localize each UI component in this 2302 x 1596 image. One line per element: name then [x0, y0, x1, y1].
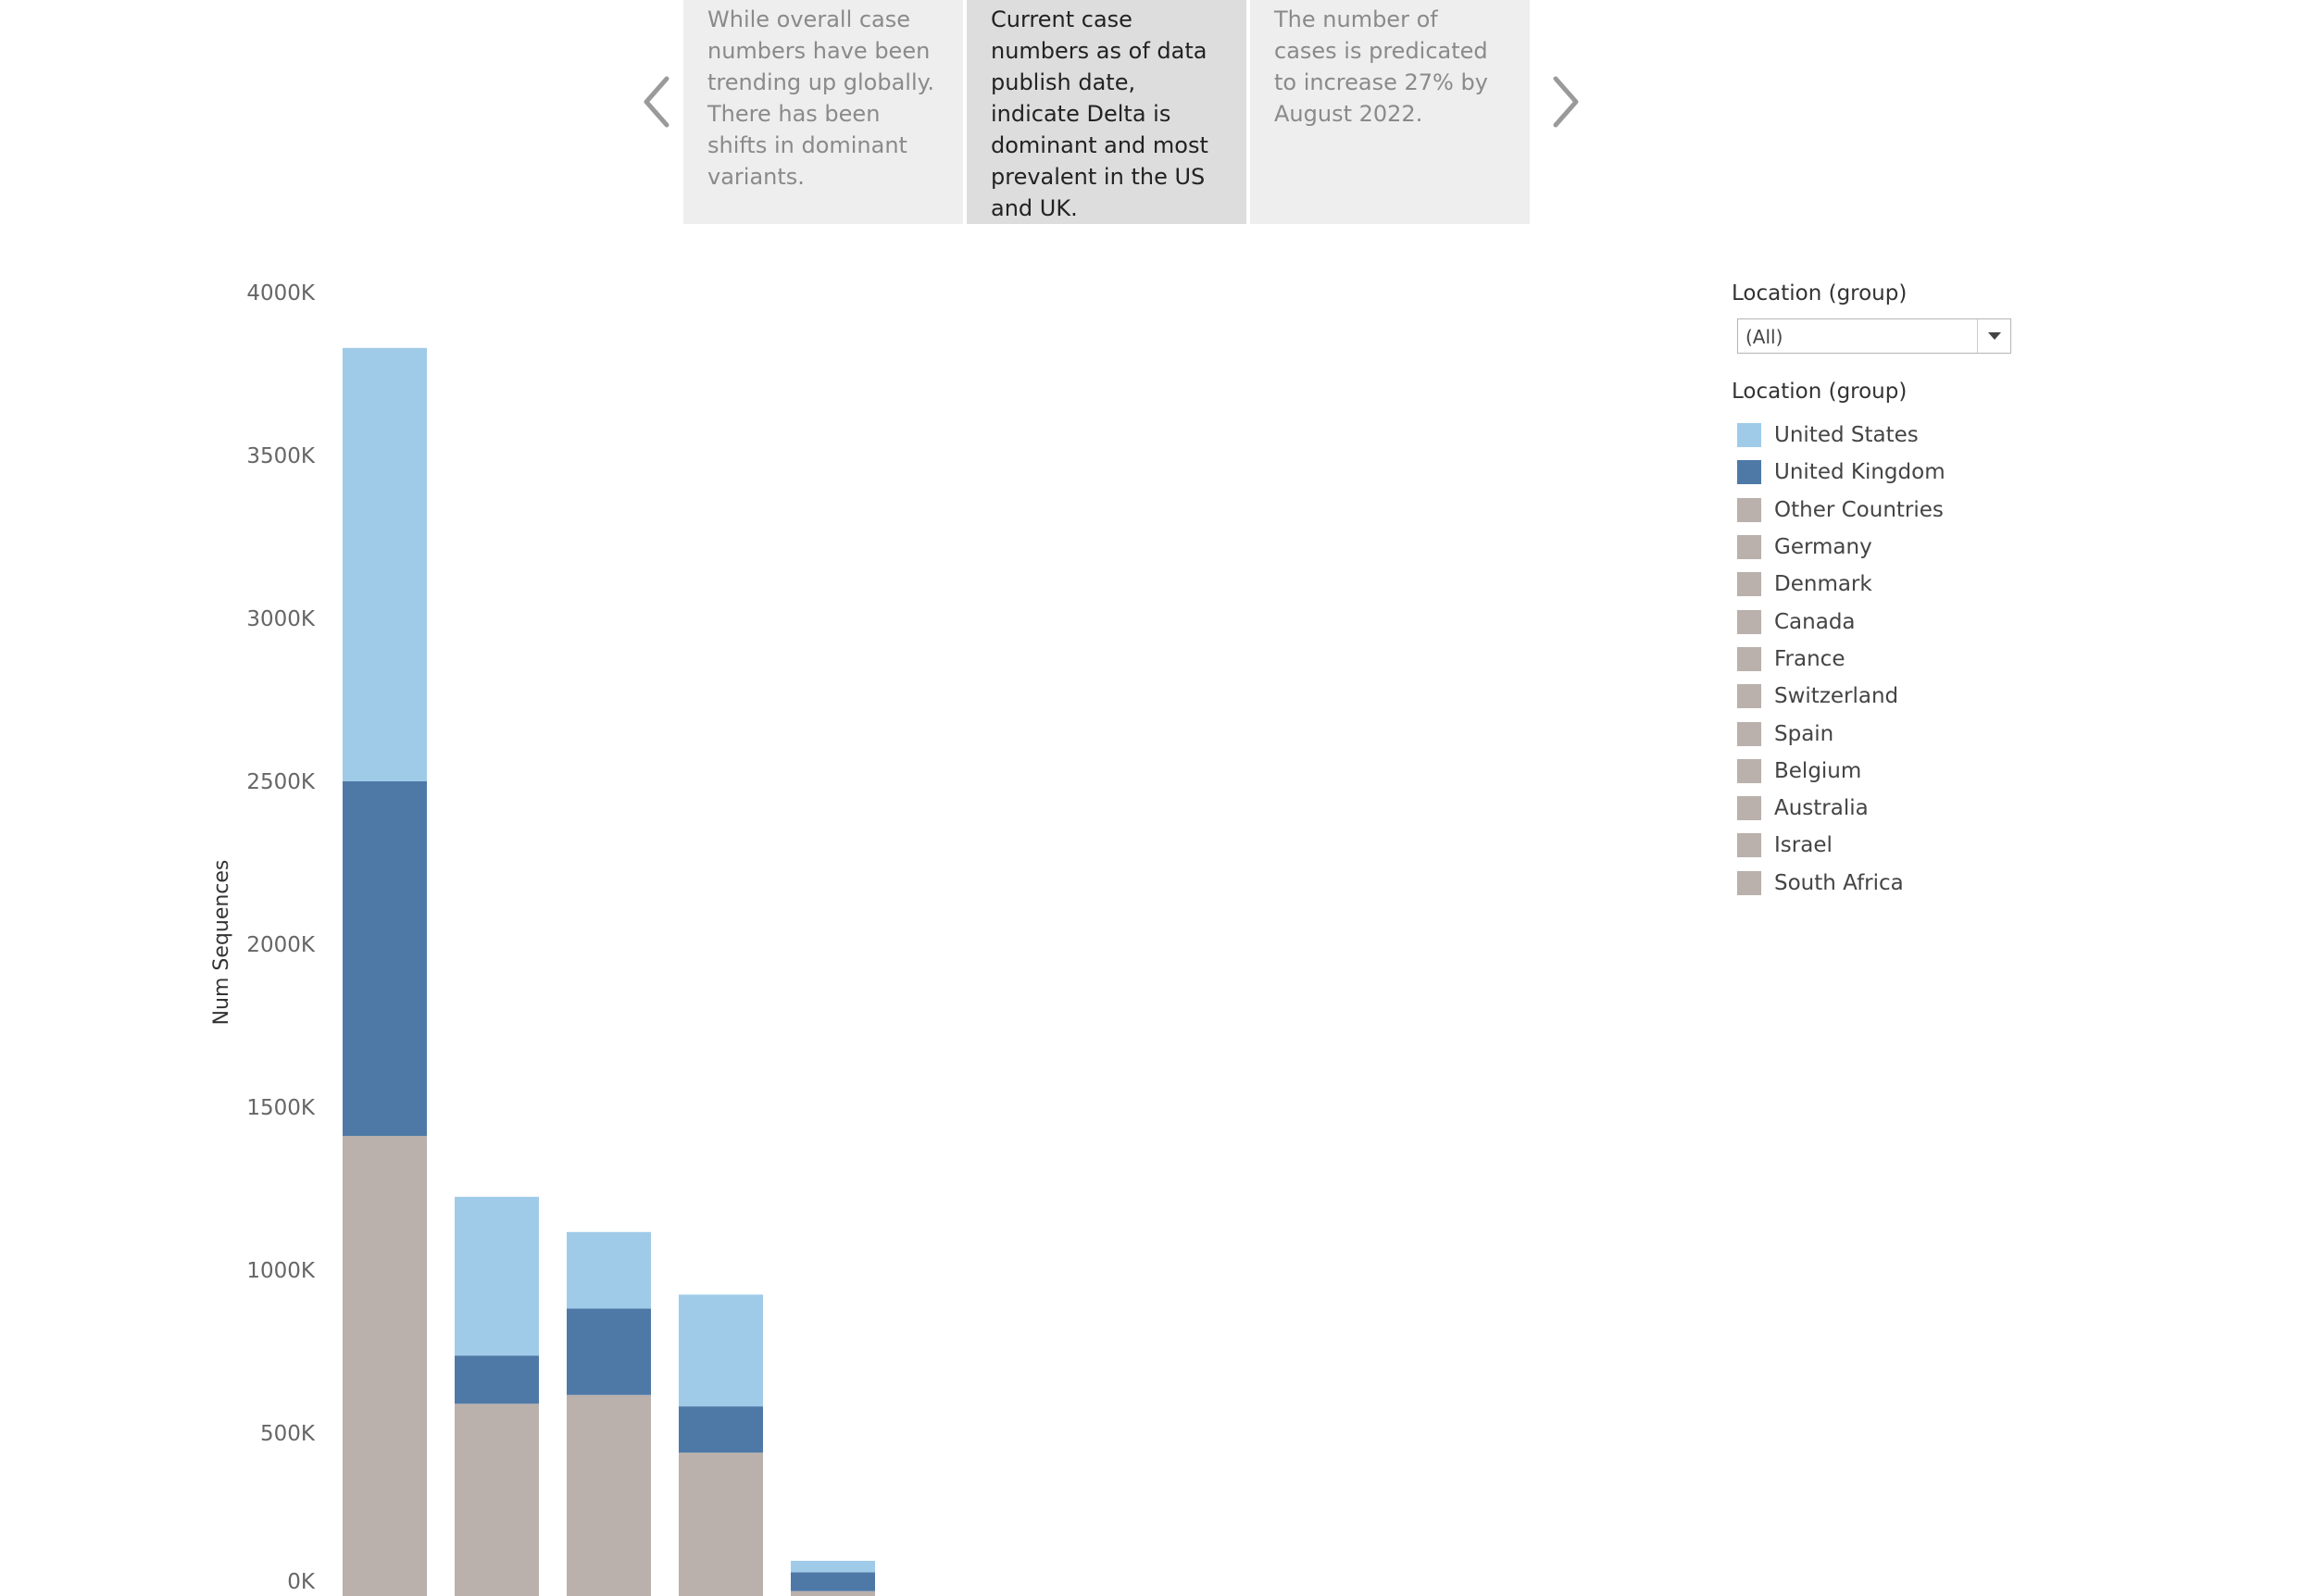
legend-item[interactable]: Denmark — [1732, 566, 2121, 603]
legend-item[interactable]: Switzerland — [1732, 678, 2121, 715]
story-navigator: While overall case numbers have been tre… — [611, 0, 1639, 224]
legend-item[interactable]: Spain — [1732, 715, 2121, 752]
legend-swatch — [1737, 423, 1761, 448]
filter-title: Location (group) — [1732, 281, 1908, 305]
legend-swatch — [1737, 684, 1761, 709]
y-axis-title: Num Sequences — [210, 860, 233, 1026]
legend-label: United Kingdom — [1774, 460, 1945, 485]
bar-segment[interactable] — [791, 1590, 875, 1596]
y-tick-label: 2000K — [246, 933, 316, 957]
legend-label: Canada — [1774, 609, 1856, 634]
chevron-down-icon — [1988, 332, 2001, 340]
y-tick-label: 3500K — [246, 444, 316, 468]
legend-swatch — [1737, 497, 1761, 522]
legend-item[interactable]: Australia — [1732, 790, 2121, 827]
legend-label: United States — [1774, 423, 1919, 448]
legend-swatch — [1737, 572, 1761, 597]
legend-swatch — [1737, 796, 1761, 821]
y-tick-label: 3000K — [246, 607, 316, 631]
legend-item[interactable]: United States — [1732, 417, 2121, 454]
legend-item[interactable]: Israel — [1732, 827, 2121, 864]
location-filter-dropdown[interactable]: (All) — [1737, 318, 2011, 354]
bar-segment[interactable] — [791, 1572, 875, 1591]
legend-item[interactable]: France — [1732, 641, 2121, 678]
chevron-right-icon — [1553, 76, 1579, 128]
filter-dropdown-button[interactable] — [1977, 319, 2010, 353]
legend-swatch — [1737, 460, 1761, 485]
bar-segment[interactable] — [679, 1406, 763, 1453]
y-axis: 0K 500K 1000K 1500K 2000K 2500K 3000K 3500K 4000… — [246, 281, 316, 1594]
legend-swatch — [1737, 721, 1761, 746]
chevron-left-icon — [644, 76, 669, 128]
legend-item[interactable]: United Kingdom — [1732, 454, 2121, 491]
legend-item[interactable]: South Africa — [1732, 865, 2121, 902]
y-tick-label: 500K — [260, 1422, 316, 1446]
legend-label: Australia — [1774, 796, 1869, 821]
bars — [343, 347, 875, 1596]
legend-label: Denmark — [1774, 572, 1872, 597]
legend-swatch — [1737, 609, 1761, 634]
legend-label: Israel — [1774, 833, 1833, 858]
legend-label: France — [1774, 646, 1845, 671]
legend-label: Spain — [1774, 721, 1834, 746]
side-panel: Location (group) (All) Location (group) … — [1732, 280, 2121, 902]
story-point-2-text: Current case numbers as of data publish … — [991, 6, 1208, 221]
bar-segment[interactable] — [455, 1196, 539, 1356]
story-point-2[interactable]: Current case numbers as of data publish … — [967, 0, 1246, 224]
bar-segment[interactable] — [343, 781, 427, 1136]
legend-swatch — [1737, 833, 1761, 858]
legend-item[interactable]: Canada — [1732, 603, 2121, 640]
legend-item[interactable]: Germany — [1732, 529, 2121, 566]
story-point-3-text: The number of cases is predicated to inc… — [1274, 6, 1488, 127]
bar-segment[interactable] — [343, 347, 427, 781]
story-point-3[interactable]: The number of cases is predicated to inc… — [1250, 0, 1530, 224]
legend-item[interactable]: Other Countries — [1732, 492, 2121, 529]
legend-swatch — [1737, 758, 1761, 783]
story-prev-button[interactable] — [630, 65, 685, 139]
legend-label: Other Countries — [1774, 497, 1944, 522]
story-point-1[interactable]: While overall case numbers have been tre… — [683, 0, 963, 224]
y-tick-label: 0K — [287, 1570, 316, 1594]
y-tick-label: 4000K — [246, 281, 316, 305]
bar-segment[interactable] — [455, 1355, 539, 1404]
legend-item[interactable]: Belgium — [1732, 753, 2121, 790]
bar-segment[interactable] — [679, 1453, 763, 1596]
story-point-1-text: While overall case numbers have been tre… — [707, 6, 935, 190]
legend-swatch — [1737, 646, 1761, 671]
story-next-button[interactable] — [1537, 65, 1593, 139]
bar-segment[interactable] — [567, 1308, 651, 1395]
legend-swatch — [1737, 870, 1761, 895]
legend-label: South Africa — [1774, 870, 1904, 895]
bar-segment[interactable] — [343, 1135, 427, 1596]
y-tick-label: 1500K — [246, 1096, 316, 1120]
bar-segment[interactable] — [455, 1403, 539, 1596]
legend: United States United Kingdom Other Countri… — [1732, 417, 2121, 902]
bar-segment[interactable] — [679, 1294, 763, 1407]
bar-segment[interactable] — [567, 1231, 651, 1309]
stacked-bar-chart: 0K 500K 1000K 1500K 2000K 2500K 3000K 3500K 4000… — [210, 281, 875, 1596]
legend-label: Germany — [1774, 535, 1872, 560]
bar-segment[interactable] — [791, 1560, 875, 1573]
bar-segment[interactable] — [567, 1394, 651, 1596]
filter-selected-value: (All) — [1745, 326, 1783, 348]
chart-area: 0K 500K 1000K 1500K 2000K 2500K 3000K 3500K 4000… — [0, 259, 1704, 1596]
legend-swatch — [1737, 535, 1761, 560]
legend-title: Location (group) — [1732, 380, 1908, 404]
y-tick-label: 2500K — [246, 770, 316, 794]
legend-label: Belgium — [1774, 758, 1862, 783]
legend-label: Switzerland — [1774, 684, 1899, 709]
y-tick-label: 1000K — [246, 1259, 316, 1283]
